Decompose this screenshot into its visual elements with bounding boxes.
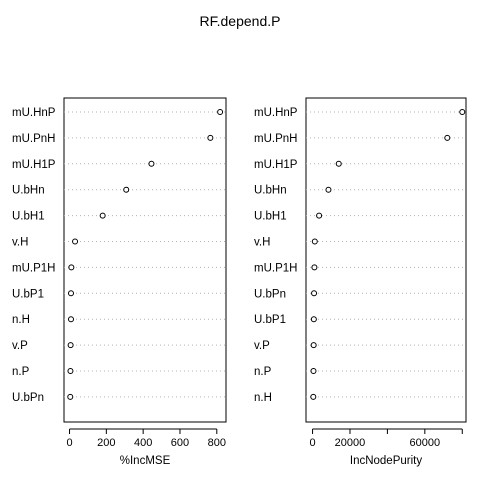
x-tick-label: 800 — [208, 437, 226, 449]
data-point — [310, 342, 317, 349]
category-label: U.bPn — [12, 392, 44, 404]
category-label: U.bHn — [12, 185, 45, 197]
data-point — [310, 316, 317, 323]
data-point — [67, 290, 74, 297]
panel-2: mU.HnP mU.PnH mU.H1P U.bHn U.bH1 v.H mU.P1H U.b… — [254, 97, 467, 467]
data-point — [148, 160, 155, 167]
data-point — [316, 212, 323, 219]
data-point — [335, 160, 342, 167]
x-tick-label: 200 — [97, 437, 115, 449]
data-point — [311, 264, 318, 271]
category-label: n.H — [12, 314, 30, 326]
x-axis-title: %IncMSE — [120, 455, 171, 467]
x-tick-label: 600 — [171, 437, 189, 449]
x-tick-label: 20000 — [335, 437, 366, 449]
data-point — [67, 316, 74, 323]
data-point — [67, 393, 74, 400]
category-label: mU.PnH — [12, 133, 55, 145]
category-label: n.H — [254, 392, 272, 404]
data-point — [68, 264, 75, 271]
data-point — [325, 186, 332, 193]
category-label: U.bP1 — [254, 314, 286, 326]
data-point — [72, 238, 79, 245]
data-point — [67, 368, 74, 374]
category-label: mU.HnP — [12, 107, 56, 119]
category-label: mU.P1H — [254, 262, 297, 274]
category-label: mU.P1H — [12, 262, 55, 274]
category-label: n.P — [12, 366, 30, 378]
category-label: U.bH1 — [12, 211, 45, 223]
x-tick-label: 0 — [309, 437, 315, 449]
category-label: mU.PnH — [254, 133, 297, 145]
x-tick-label: 0 — [66, 437, 72, 449]
data-point — [67, 342, 74, 349]
category-label: U.bH1 — [254, 211, 287, 223]
data-point — [459, 109, 466, 115]
data-point — [99, 212, 106, 219]
data-point — [311, 290, 318, 297]
chart-title: RF.depend.P — [200, 13, 281, 29]
data-point — [207, 134, 214, 141]
data-point — [217, 109, 224, 115]
category-label: U.bP1 — [12, 288, 44, 300]
category-label: mU.H1P — [12, 159, 56, 171]
plot-frame — [63, 97, 227, 423]
x-axis-title: IncNodePurity — [350, 455, 422, 467]
panel-1: mU.HnP mU.PnH mU.H1P U.bHn U.bH1 v.H mU.P1H U.b… — [12, 97, 227, 467]
category-label: v.P — [12, 340, 28, 352]
category-label: mU.H1P — [254, 159, 298, 171]
data-point — [123, 186, 130, 193]
category-label: n.P — [254, 366, 272, 378]
x-tick-label: 60000 — [410, 437, 441, 449]
data-point — [310, 393, 317, 400]
data-point — [310, 368, 317, 374]
category-label: v.P — [254, 340, 270, 352]
data-point — [444, 134, 451, 141]
category-label: U.bHn — [254, 185, 287, 197]
data-point — [311, 238, 318, 245]
category-label: mU.HnP — [254, 107, 298, 119]
x-tick-label: 400 — [134, 437, 152, 449]
category-label: v.H — [12, 237, 28, 249]
plot-frame — [305, 97, 467, 423]
category-label: U.bPn — [254, 288, 286, 300]
category-label: v.H — [254, 237, 270, 249]
